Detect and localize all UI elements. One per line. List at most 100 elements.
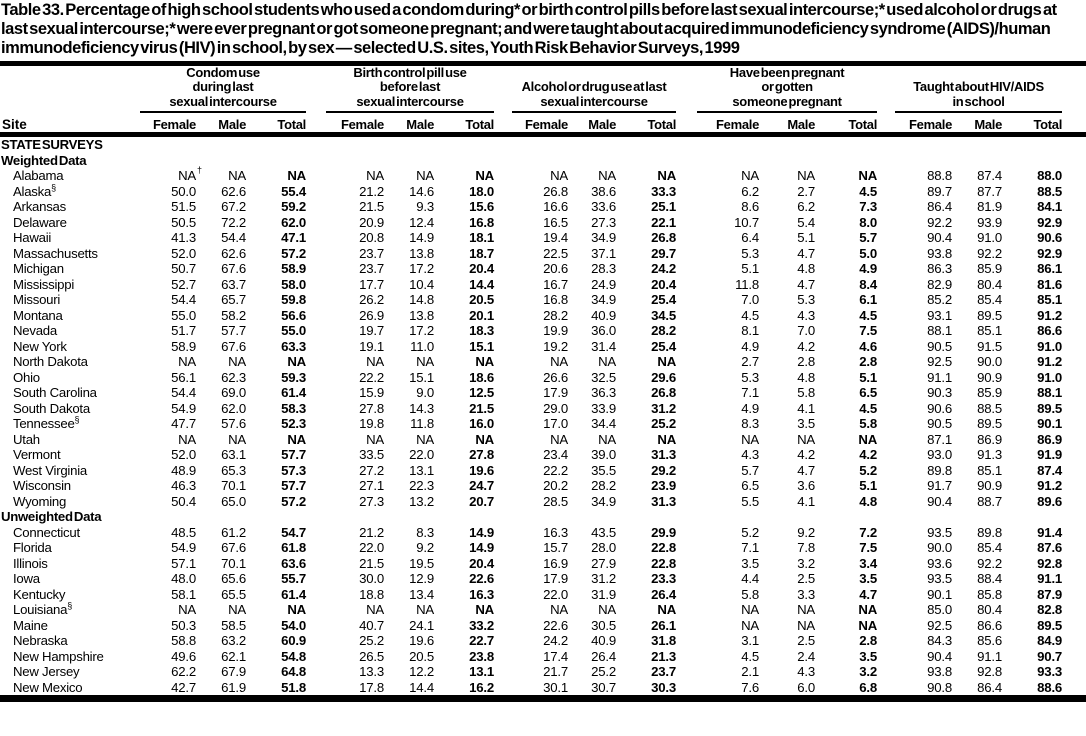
column-gap (877, 633, 895, 649)
value-cell: 63.1 (221, 447, 246, 463)
value-cell: 24.9 (591, 276, 616, 292)
value-cell: NA (797, 602, 816, 618)
value-cell: NA (366, 602, 384, 618)
value-cell: 28.5 (543, 493, 568, 509)
column-gap (877, 587, 895, 603)
column-gap (494, 463, 512, 479)
value-cell: 92.2 (977, 555, 1003, 571)
value-cell: 54.4 (171, 292, 196, 308)
column-gap (676, 478, 697, 494)
value-cell: 85.1 (1037, 292, 1063, 308)
value-cell: 31.4 (591, 338, 616, 354)
value-cell: 7.0 (797, 323, 816, 339)
column-gap (494, 199, 512, 215)
right-margin (1062, 308, 1086, 324)
value-cell: 18.7 (469, 245, 494, 261)
value-cell: 15.1 (409, 369, 434, 385)
group-header-line: during last (192, 79, 254, 95)
value-cell: 57.7 (281, 478, 306, 494)
site-name: Illinois (13, 555, 48, 571)
table-row: Wisconsin 46.3 70.1 57.7 27.1 22.3 24.7 20.2 28.… (0, 478, 1086, 494)
value-cell: 58.0 (281, 276, 306, 292)
value-cell: 4.2 (797, 447, 816, 463)
value-cell: 21.2 (359, 183, 384, 199)
column-gap (676, 587, 697, 603)
value-cell: 13.1 (409, 462, 434, 478)
value-cell: 38.6 (591, 183, 616, 199)
column-gap (306, 571, 326, 587)
value-cell: 6.4 (741, 230, 760, 246)
value-cell: 70.1 (221, 555, 246, 571)
column-gap (877, 649, 895, 665)
table-row: Utah NA NA NA NA NA NA NA NA NA NA NA NA 87.1 86.9 86.9 (0, 432, 1086, 448)
value-cell: 63.3 (281, 338, 306, 354)
value-cell: 69.0 (221, 385, 246, 401)
value-cell: 17.2 (409, 261, 434, 277)
sub-header-total: Total (815, 112, 877, 138)
value-cell: NA (228, 354, 246, 370)
value-cell: 26.4 (591, 648, 616, 664)
value-cell: 89.5 (977, 307, 1003, 323)
value-cell: NA (741, 617, 760, 633)
sub-header-total: Total (246, 112, 306, 138)
column-gap (494, 664, 512, 680)
value-cell: 17.2 (409, 323, 434, 339)
column-gap (306, 556, 326, 572)
value-cell: 93.0 (927, 447, 953, 463)
column-gap (676, 664, 697, 680)
right-margin (1062, 354, 1086, 370)
column-gap (676, 323, 697, 339)
site-name: Utah (13, 431, 40, 447)
value-cell: 91.9 (1037, 447, 1063, 463)
column-gap (676, 556, 697, 572)
value-cell: 19.9 (543, 323, 568, 339)
value-cell: 4.4 (741, 571, 760, 587)
value-cell: 30.1 (543, 679, 568, 695)
value-cell: NA (598, 354, 616, 370)
site-footnote-mark: § (67, 601, 72, 611)
value-cell: NA (797, 431, 816, 447)
value-cell: 3.1 (741, 633, 760, 649)
value-cell: 54.9 (171, 400, 196, 416)
value-cell: NA (858, 168, 878, 184)
table-row: Missouri 54.4 65.7 59.8 26.2 14.8 20.5 16.8 34.9… (0, 292, 1086, 308)
column-gap (676, 494, 697, 510)
value-cell: 30.0 (359, 571, 384, 587)
value-cell: 26.8 (651, 385, 677, 401)
value-cell: 55.0 (281, 323, 306, 339)
value-cell: 20.9 (359, 214, 384, 230)
value-cell: 2.5 (797, 633, 816, 649)
column-gap (877, 618, 895, 634)
value-cell: 5.8 (859, 416, 878, 432)
site-cell: Hawaii (0, 230, 140, 246)
site-cell: Vermont (0, 447, 140, 463)
value-cell: 26.1 (651, 617, 677, 633)
value-cell: 42.7 (171, 679, 196, 695)
right-margin (1062, 65, 1086, 138)
table-row: Florida 54.9 67.6 61.8 22.0 9.2 14.9 15.7 28.0 22… (0, 540, 1086, 556)
value-cell: 3.5 (859, 571, 878, 587)
value-cell: 87.4 (977, 168, 1003, 184)
value-cell: 17.9 (543, 385, 568, 401)
column-gap (676, 385, 697, 401)
value-cell: 37.1 (591, 245, 616, 261)
value-cell: 10.7 (734, 214, 760, 230)
table-row: New Mexico 42.7 61.9 51.8 17.8 14.4 16.2 30.1 30… (0, 680, 1086, 699)
value-cell: 13.3 (359, 664, 384, 680)
value-cell: 90.8 (927, 679, 953, 695)
column-gap (494, 680, 512, 699)
value-cell: 93.1 (927, 307, 953, 323)
site-name: Iowa (13, 571, 40, 587)
value-cell: 50.7 (171, 261, 196, 277)
sub-header-female: Female (512, 112, 568, 138)
value-cell: 22.0 (409, 447, 434, 463)
value-cell: 5.7 (741, 462, 760, 478)
value-cell: 16.8 (469, 214, 494, 230)
value-cell: 13.4 (409, 586, 434, 602)
value-cell: 52.7 (171, 276, 196, 292)
column-gap (494, 184, 512, 200)
value-cell: 4.5 (859, 400, 878, 416)
value-cell: 31.2 (591, 571, 616, 587)
value-cell: 5.1 (859, 369, 878, 385)
column-gap (877, 323, 895, 339)
